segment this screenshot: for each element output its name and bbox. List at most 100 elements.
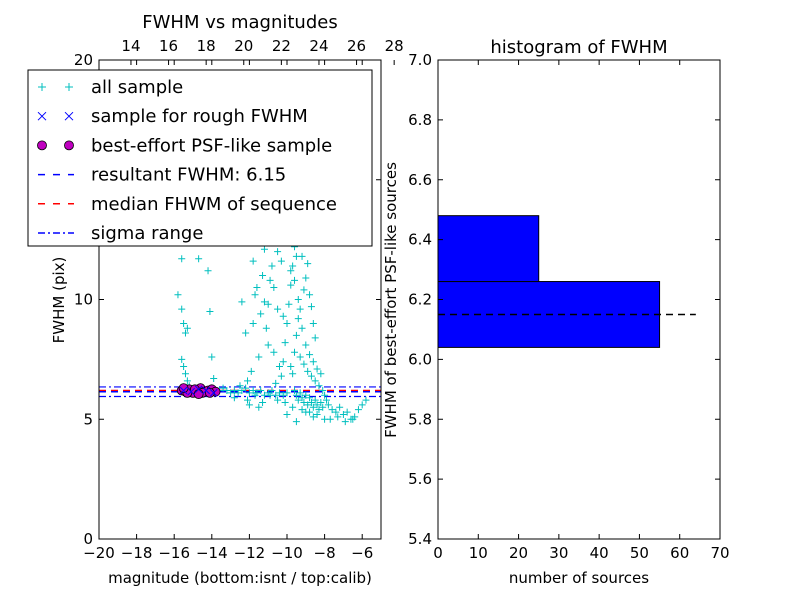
all-sample-point	[245, 389, 253, 397]
scatter-x-tick-label: −18	[121, 544, 153, 562]
legend-entry: all sample	[38, 77, 183, 98]
all-sample-point	[244, 377, 252, 385]
histogram-x-tick-label: 70	[710, 544, 729, 562]
all-sample-point	[311, 334, 319, 342]
all-sample-point	[178, 305, 186, 313]
all-sample-point	[236, 382, 244, 390]
all-sample-point	[287, 281, 295, 289]
series-all-sample	[174, 193, 370, 426]
all-sample-point	[249, 319, 257, 327]
all-sample-point	[326, 415, 334, 423]
all-sample-point	[292, 418, 300, 426]
all-sample-point	[304, 367, 312, 375]
histogram-axes: 0 10 20 30 40 50 60 70 5.4 5.6 5.8 6.0 6.2 6.4 6.6 6.8 7…	[408, 51, 729, 562]
histogram-y-tick-label: 5.4	[408, 530, 432, 548]
all-sample-point	[294, 396, 302, 404]
histogram-x-tick-label: 50	[630, 544, 649, 562]
legend-label: best-effort PSF-like sample	[91, 135, 332, 156]
all-sample-point	[274, 305, 282, 313]
all-sample-point	[309, 413, 317, 421]
legend-label: median FHWM of sequence	[91, 194, 337, 215]
all-sample-point	[268, 387, 276, 395]
histogram-x-tick-label: 20	[509, 544, 528, 562]
all-sample-point	[275, 389, 283, 397]
all-sample-point	[306, 408, 314, 416]
all-sample-point	[283, 319, 291, 327]
all-sample-point	[287, 267, 295, 275]
all-sample-point	[291, 348, 299, 356]
all-sample-point	[283, 389, 291, 397]
all-sample-point	[219, 384, 227, 392]
histogram-y-tick-label: 6.6	[408, 171, 432, 189]
all-sample-point	[319, 387, 327, 395]
histogram-title: histogram of FWHM	[490, 37, 667, 58]
all-sample-point	[249, 387, 257, 395]
histogram-y-tick-label: 5.8	[408, 410, 432, 428]
all-sample-point	[249, 257, 257, 265]
all-sample-point	[362, 396, 370, 404]
psf-like-sample-point	[193, 389, 204, 400]
all-sample-point	[257, 310, 265, 318]
histogram-bar	[437, 215, 540, 283]
all-sample-point	[292, 391, 300, 399]
legend-circle-marker	[37, 140, 47, 151]
all-sample-point	[307, 303, 315, 311]
rough-fwhm-sample-point	[209, 389, 218, 397]
all-sample-point	[279, 312, 287, 320]
histogram-panel: 0 10 20 30 40 50 60 70 5.4 5.6 5.8 6.0 6.2 6.4 6.6 6.8 7…	[382, 37, 730, 587]
all-sample-point	[251, 391, 259, 399]
all-sample-point	[274, 396, 282, 404]
all-sample-point	[304, 401, 312, 409]
histogram-y-axis-label: FWHM of best-effort PSF-like sources	[382, 162, 400, 438]
legend-plus-marker	[65, 83, 73, 91]
all-sample-point	[181, 329, 189, 337]
scatter-top-tick-label: 16	[159, 37, 178, 55]
histogram-x-tick-label: 40	[590, 544, 609, 562]
scatter-x-tick-label: −6	[351, 544, 373, 562]
scatter-top-tick-label: 24	[309, 37, 328, 55]
scatter-panel: −20 −18 −16 −14 −12 −10 −8 −6 14 16 18 20 22 24 26 28 0 5…	[27, 12, 404, 587]
all-sample-point	[306, 351, 314, 359]
psf-like-sample-point	[205, 388, 215, 398]
scatter-y-tick-label: 0	[83, 530, 93, 548]
all-sample-point	[206, 307, 214, 315]
all-sample-point	[266, 391, 274, 399]
all-sample-point	[296, 353, 304, 361]
all-sample-point	[304, 260, 312, 268]
histogram-y-tick-label: 6.0	[408, 350, 432, 368]
scatter-y-tick-label: 20	[74, 51, 93, 69]
legend-box	[27, 69, 373, 247]
all-sample-point	[315, 406, 323, 414]
legend-entry: best-effort PSF-like sample	[37, 135, 332, 156]
scatter-top-tick-label: 28	[385, 37, 404, 55]
histogram-x-axis-label: number of sources	[509, 569, 649, 587]
histogram-x-tick-label: 0	[433, 544, 443, 562]
scatter-y-tick-label: 5	[83, 410, 93, 428]
legend-label: all sample	[91, 77, 183, 98]
all-sample-point	[230, 387, 238, 395]
all-sample-point	[324, 401, 332, 409]
scatter-top-tick-label: 14	[121, 37, 140, 55]
all-sample-point	[309, 403, 317, 411]
all-sample-point	[315, 382, 323, 390]
all-sample-point	[294, 296, 302, 303]
all-sample-point	[270, 284, 278, 292]
histogram-x-tick-label: 30	[549, 544, 568, 562]
histogram-y-tick-label: 5.6	[408, 470, 432, 488]
all-sample-point	[183, 324, 191, 332]
scatter-x-tick-label: −12	[234, 544, 266, 562]
all-sample-point	[230, 394, 238, 402]
legend-entry: median FHWM of sequence	[38, 194, 337, 215]
all-sample-point	[277, 257, 285, 265]
all-sample-point	[277, 372, 285, 380]
legend-label: resultant FWHM: 6.15	[91, 165, 286, 186]
all-sample-point	[180, 363, 188, 371]
legend-label: sample for rough FWHM	[91, 106, 308, 127]
all-sample-point	[181, 370, 189, 378]
all-sample-point	[272, 379, 280, 387]
all-sample-point	[268, 262, 276, 270]
all-sample-point	[296, 305, 304, 313]
all-sample-point	[238, 298, 246, 306]
legend-x-marker	[37, 111, 47, 121]
